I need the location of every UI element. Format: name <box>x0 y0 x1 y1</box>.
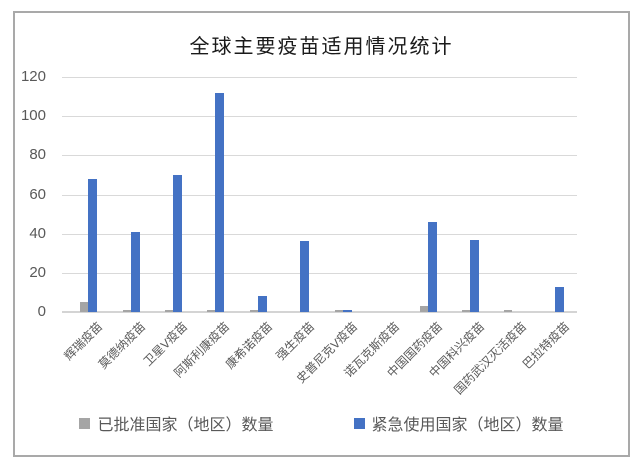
gridline <box>62 233 577 235</box>
y-tick-label: 80 <box>29 146 46 164</box>
y-tick-label: 60 <box>29 185 46 203</box>
bar-emergency[interactable] <box>469 240 479 312</box>
bar-approved[interactable] <box>122 310 131 312</box>
bar-emergency[interactable] <box>342 310 352 312</box>
legend-label: 已批准国家（地区）数量 <box>97 417 274 434</box>
legend-label: 紧急使用国家（地区）数量 <box>371 417 564 434</box>
bar-emergency[interactable] <box>88 179 98 312</box>
bar-emergency[interactable] <box>130 232 140 312</box>
legend-item-approved[interactable]: 已批准国家（地区）数量 <box>79 411 274 435</box>
bar-approved[interactable] <box>419 306 428 312</box>
y-tick-label: 0 <box>37 303 46 320</box>
bar-approved[interactable] <box>334 310 343 312</box>
bar-approved[interactable] <box>165 310 174 312</box>
bar-emergency[interactable] <box>427 222 437 312</box>
bar-emergency[interactable] <box>300 241 310 312</box>
x-axis-line <box>62 311 577 313</box>
legend-item-emergency[interactable]: 紧急使用国家（地区）数量 <box>353 411 564 435</box>
y-tick-label: 40 <box>29 224 46 242</box>
bar-emergency[interactable] <box>257 296 267 312</box>
gridline <box>62 272 577 274</box>
bar-emergency[interactable] <box>554 287 564 312</box>
bar-approved[interactable] <box>249 310 258 312</box>
bar-approved[interactable] <box>80 302 89 312</box>
chart-title: 全球主要疫苗适用情况统计 <box>189 36 454 58</box>
legend-swatch-icon <box>79 417 91 429</box>
bar-approved[interactable] <box>504 310 513 312</box>
gridline <box>62 116 577 118</box>
bar-approved[interactable] <box>461 310 470 312</box>
gridline <box>62 155 577 157</box>
bar-approved[interactable] <box>207 310 216 312</box>
legend-swatch-icon <box>353 417 365 429</box>
bar-emergency[interactable] <box>215 93 225 312</box>
y-tick-label: 100 <box>20 107 46 125</box>
gridline <box>62 194 577 196</box>
gridline <box>62 77 577 78</box>
bar-emergency[interactable] <box>173 175 183 312</box>
y-tick-label: 120 <box>20 68 46 85</box>
legend: 已批准国家（地区）数量 紧急使用国家（地区）数量 <box>13 410 630 436</box>
y-tick-label: 20 <box>29 263 46 281</box>
